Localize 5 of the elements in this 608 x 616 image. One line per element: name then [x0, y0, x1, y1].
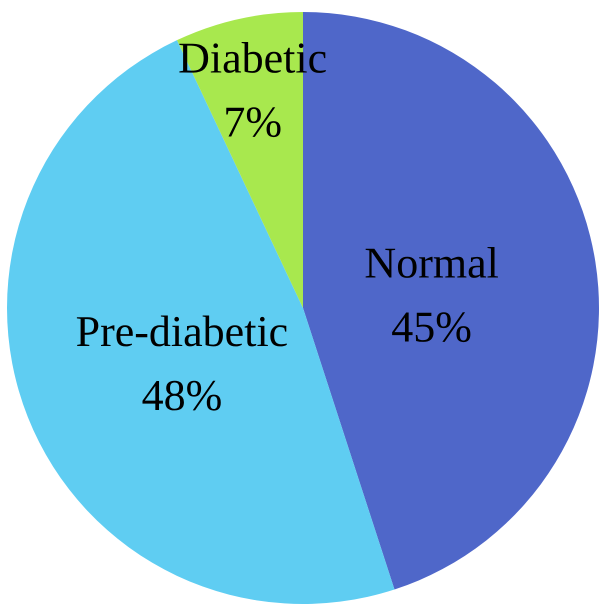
data-label: 48% [142, 370, 222, 420]
slice-label: Pre-diabetic [76, 306, 288, 356]
slice-label: Normal [364, 238, 499, 288]
data-label: 7% [223, 98, 282, 147]
data-label: 45% [391, 302, 472, 352]
